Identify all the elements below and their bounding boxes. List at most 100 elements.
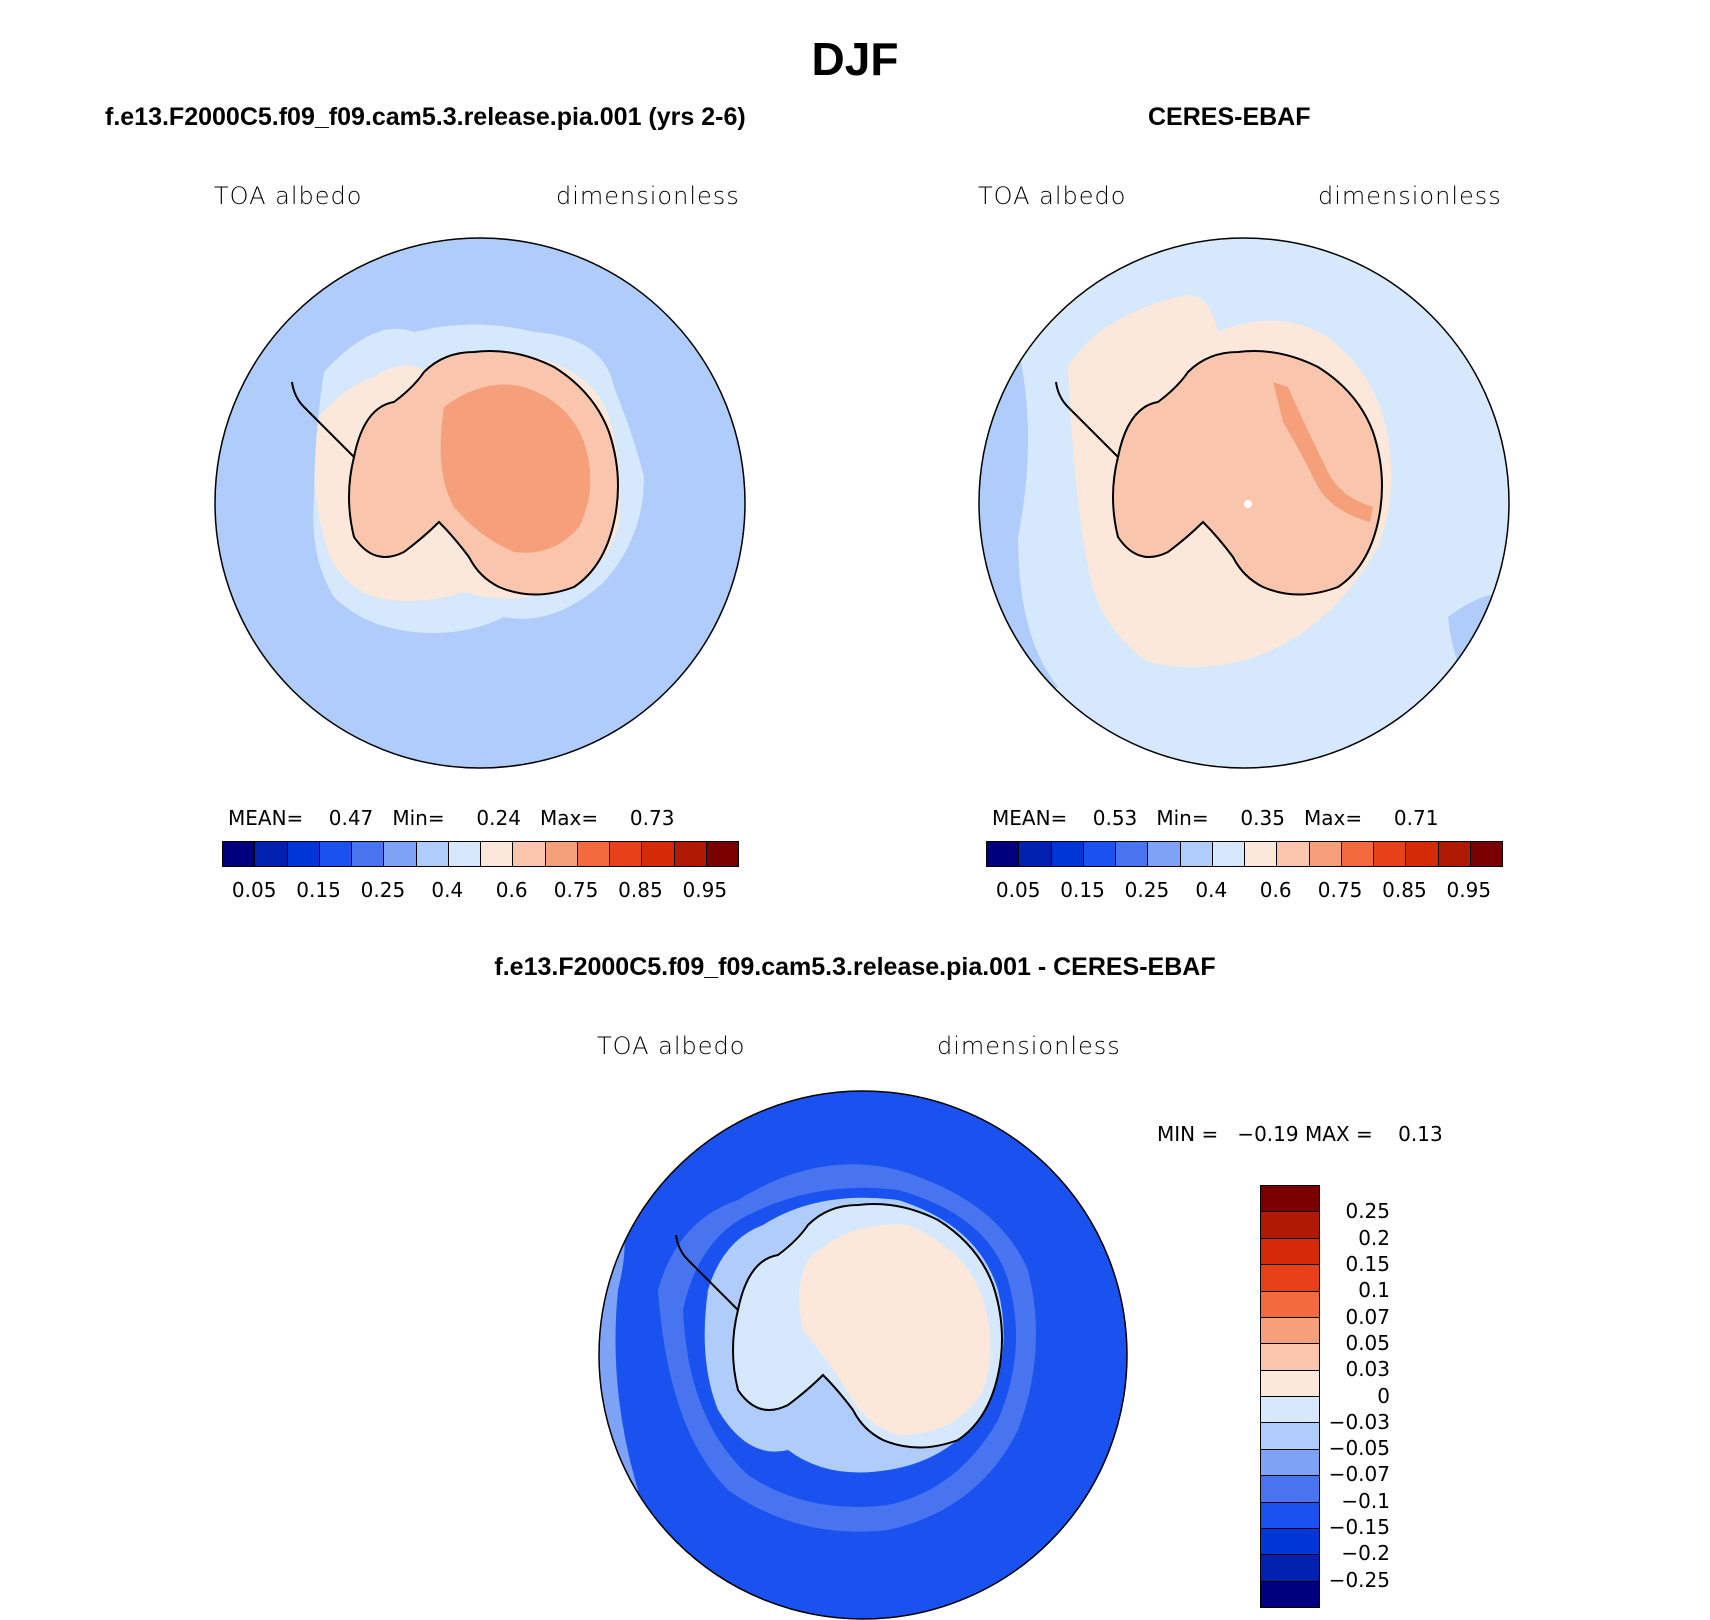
colorbar-swatch <box>1261 1265 1319 1292</box>
model-colorbar <box>222 841 739 867</box>
colorbar-swatch <box>416 842 449 866</box>
diff-colorbar-labels: 0.25 0.2 0.15 0.1 0.07 0.05 0.03 0 −0.03 −0.05 −0.… <box>1322 1185 1390 1606</box>
colorbar-tick-label: −0.2 <box>1341 1541 1390 1566</box>
obs-colorbar-ticks: 0.05 0.15 0.25 0.4 0.6 0.75 0.85 0.95 <box>986 878 1501 902</box>
colorbar-swatch <box>1261 1449 1319 1477</box>
colorbar-swatch <box>1261 1581 1319 1607</box>
colorbar-tick-label: 0.4 <box>1195 878 1228 902</box>
colorbar-tick-label: 0.4 <box>431 878 464 902</box>
colorbar-swatch <box>1180 842 1213 866</box>
colorbar-swatch <box>319 842 352 866</box>
colorbar-tick-label: 0.6 <box>495 878 528 902</box>
colorbar-swatch <box>674 842 707 866</box>
colorbar-tick-label: 0.25 <box>1345 1199 1390 1224</box>
colorbar-swatch <box>1261 1502 1319 1529</box>
colorbar-tick-label: 0.1 <box>1358 1278 1390 1303</box>
colorbar-swatch <box>448 842 481 866</box>
model-colorbar-ticks: 0.05 0.15 0.25 0.4 0.6 0.75 0.85 0.95 <box>222 878 737 902</box>
colorbar-swatch <box>1261 1423 1319 1450</box>
obs-coastline <box>1055 350 1383 596</box>
colorbar-swatch <box>1261 1555 1319 1582</box>
obs-variable-label: TOA albedo <box>978 182 1127 210</box>
model-polar-map <box>214 237 746 769</box>
colorbar-swatch <box>642 842 675 866</box>
colorbar-swatch <box>1261 1186 1319 1213</box>
colorbar-swatch <box>1261 1344 1319 1371</box>
obs-stats: MEAN= 0.53 Min= 0.35 Max= 0.71 <box>992 806 1439 830</box>
colorbar-swatch <box>481 842 514 866</box>
obs-ridge <box>1273 382 1373 522</box>
colorbar-swatch <box>1470 842 1502 866</box>
colorbar-swatch <box>1261 1317 1319 1345</box>
diff-panel-title: f.e13.F2000C5.f09_f09.cam5.3.release.pia… <box>494 953 1216 981</box>
colorbar-tick-label: 0.05 <box>231 878 277 902</box>
obs-pole-dot <box>1244 500 1252 508</box>
colorbar-tick-label: 0 <box>1377 1383 1390 1408</box>
model-stats: MEAN= 0.47 Min= 0.24 Max= 0.73 <box>228 806 675 830</box>
colorbar-tick-label: −0.25 <box>1328 1567 1390 1592</box>
colorbar-swatch <box>1148 842 1181 866</box>
colorbar-tick-label: 0.75 <box>553 878 599 902</box>
colorbar-swatch <box>223 842 256 866</box>
obs-units-label: dimensionless <box>1318 182 1502 210</box>
colorbar-swatch <box>1261 1397 1319 1424</box>
colorbar-swatch <box>1438 842 1471 866</box>
colorbar-tick-label: −0.07 <box>1328 1462 1390 1487</box>
colorbar-tick-label: 0.25 <box>360 878 406 902</box>
colorbar-tick-label: 0.75 <box>1317 878 1363 902</box>
colorbar-swatch <box>1261 1476 1319 1503</box>
colorbar-swatch <box>1341 842 1374 866</box>
diff-variable-label: TOA albedo <box>597 1032 746 1060</box>
colorbar-tick-label: 0.07 <box>1345 1304 1390 1329</box>
colorbar-swatch <box>610 842 643 866</box>
colorbar-tick-label: 0.25 <box>1124 878 1170 902</box>
colorbar-swatch <box>255 842 288 866</box>
colorbar-tick-label: 0.15 <box>296 878 341 902</box>
colorbar-swatch <box>545 842 578 866</box>
model-panel-title: f.e13.F2000C5.f09_f09.cam5.3.release.pia… <box>105 103 746 131</box>
colorbar-swatch <box>987 842 1020 866</box>
colorbar-swatch <box>1083 842 1116 866</box>
colorbar-swatch <box>1309 842 1342 866</box>
diff-coastline <box>675 1203 1003 1449</box>
colorbar-swatch <box>1212 842 1245 866</box>
obs-polar-map <box>978 237 1510 769</box>
colorbar-swatch <box>513 842 546 866</box>
model-units-label: dimensionless <box>556 182 740 210</box>
model-land-interior <box>440 384 591 553</box>
colorbar-tick-label: −0.15 <box>1328 1515 1390 1540</box>
diff-polar-map <box>598 1090 1128 1620</box>
colorbar-swatch <box>1019 842 1052 866</box>
colorbar-tick-label: 0.03 <box>1345 1357 1390 1382</box>
diff-land-positive <box>799 1224 991 1435</box>
model-coastline <box>291 350 619 596</box>
colorbar-swatch <box>1374 842 1407 866</box>
colorbar-swatch <box>1261 1291 1319 1318</box>
colorbar-swatch <box>1245 842 1278 866</box>
colorbar-swatch <box>1406 842 1439 866</box>
colorbar-tick-label: −0.1 <box>1341 1488 1390 1513</box>
obs-panel-title: CERES-EBAF <box>1148 103 1311 131</box>
colorbar-tick-label: 0.95 <box>682 878 728 902</box>
colorbar-swatch <box>1116 842 1149 866</box>
colorbar-tick-label: 0.05 <box>1345 1330 1390 1355</box>
colorbar-tick-label: −0.05 <box>1328 1436 1390 1461</box>
obs-land <box>1113 351 1382 595</box>
model-variable-label: TOA albedo <box>214 182 363 210</box>
colorbar-swatch <box>706 842 738 866</box>
colorbar-tick-label: −0.03 <box>1328 1409 1390 1434</box>
colorbar-swatch <box>1261 1238 1319 1266</box>
colorbar-swatch <box>577 842 610 866</box>
colorbar-tick-label: 0.15 <box>1060 878 1105 902</box>
colorbar-tick-label: 0.2 <box>1358 1225 1390 1250</box>
colorbar-tick-label: 0.15 <box>1345 1251 1390 1276</box>
colorbar-swatch <box>352 842 385 866</box>
colorbar-swatch <box>384 842 417 866</box>
colorbar-swatch <box>287 842 320 866</box>
colorbar-swatch <box>1277 842 1310 866</box>
colorbar-swatch <box>1261 1212 1319 1239</box>
main-title: DJF <box>811 33 899 85</box>
colorbar-tick-label: 0.85 <box>1382 878 1427 902</box>
colorbar-tick-label: 0.6 <box>1259 878 1292 902</box>
colorbar-swatch <box>1261 1528 1319 1556</box>
